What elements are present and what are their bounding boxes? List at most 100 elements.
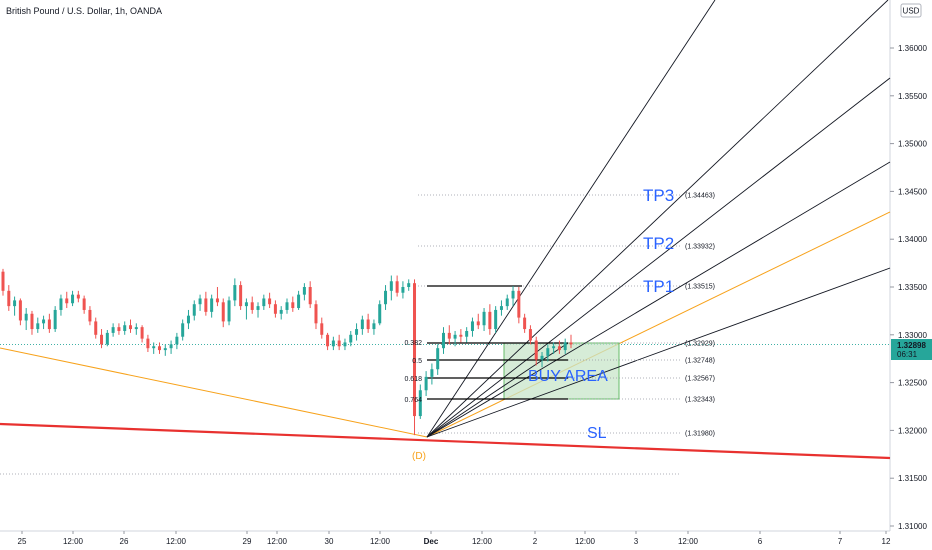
candle-body — [94, 321, 98, 335]
fan-line — [426, 0, 716, 438]
trend-line-red — [0, 422, 891, 460]
candle-body — [389, 281, 393, 291]
candle-body — [511, 290, 515, 299]
candle-body — [499, 306, 503, 310]
candle-body — [372, 323, 376, 330]
candle-body — [430, 369, 434, 377]
candle-body — [13, 300, 17, 307]
candle-body — [546, 348, 550, 356]
candle-body — [18, 300, 22, 321]
y-tick-label: 1.34000 — [898, 235, 927, 244]
candle-body — [227, 300, 231, 322]
candle-body — [71, 294, 75, 304]
candle-body — [204, 298, 208, 312]
candle-body — [244, 302, 248, 307]
candle-body — [557, 346, 561, 351]
candle-body — [192, 304, 196, 316]
x-tick-label: 12:00 — [267, 537, 288, 546]
x-tick-label: 6 — [758, 537, 763, 546]
y-tick-label: 1.32000 — [898, 426, 927, 435]
candle-body — [349, 334, 353, 343]
fib-ratio-label: 0.618 — [404, 376, 422, 383]
candle-body — [169, 344, 173, 349]
price-tag-value: 1.32898 — [897, 341, 926, 350]
candle-body — [47, 319, 51, 330]
target-price-label: (1.34463) — [685, 193, 715, 200]
y-tick-label: 1.35000 — [898, 140, 927, 149]
x-tick-label: 12:00 — [166, 537, 187, 546]
target-price-label: (1.31980) — [685, 431, 715, 438]
x-tick-label: 12 — [882, 537, 891, 546]
candle-body — [476, 321, 480, 326]
fib-ratio-label: 0.382 — [404, 340, 422, 347]
candle-body — [401, 287, 405, 293]
currency-button[interactable] — [900, 3, 922, 18]
candle-body — [210, 298, 214, 312]
candle-body — [418, 390, 422, 417]
candle-body — [157, 346, 161, 351]
candle-body — [413, 283, 417, 417]
x-tick-label: 12:00 — [370, 537, 391, 546]
y-tick-label: 1.36000 — [898, 44, 927, 53]
fib-price-label: (1.32929) — [685, 341, 715, 348]
candle-body — [523, 317, 527, 330]
candle-body — [517, 290, 521, 318]
fib-price-label: (1.32748) — [685, 358, 715, 365]
candle-body — [366, 319, 370, 330]
candle-body — [36, 323, 40, 330]
fib-price-label: (1.32567) — [685, 376, 715, 383]
candle-body — [134, 327, 138, 330]
candle-body — [53, 309, 57, 330]
candle-body — [24, 313, 28, 321]
candle-body — [314, 304, 318, 324]
currency-button-label[interactable]: USD — [903, 7, 920, 16]
x-tick-label: 29 — [243, 537, 252, 546]
y-tick-label: 1.35500 — [898, 92, 927, 101]
candle-body — [163, 348, 167, 351]
candle-body — [534, 340, 538, 360]
candle-body — [7, 290, 11, 307]
orange-line-left — [0, 347, 428, 438]
fan-line — [426, 0, 889, 438]
candle-body — [337, 340, 341, 347]
candle-body — [250, 302, 254, 310]
candle-body — [152, 346, 156, 349]
candle-body — [181, 323, 185, 337]
candle-body — [447, 332, 451, 339]
candle-body — [1, 271, 5, 291]
candle-body — [470, 321, 474, 331]
candle-body — [279, 309, 283, 314]
candle-body — [360, 319, 364, 330]
candle-body — [198, 298, 202, 305]
tp3-label: TP3 — [643, 186, 674, 205]
fib-ratio-label: 0.5 — [412, 358, 422, 365]
candle-body — [384, 290, 388, 305]
x-tick-label: 26 — [120, 537, 129, 546]
candle-body — [117, 327, 121, 331]
price-tag-box — [891, 339, 932, 360]
tp1-label: TP1 — [643, 277, 674, 296]
candle-body — [563, 342, 567, 351]
candle-body — [569, 342, 573, 345]
candle-body — [233, 285, 237, 301]
target-price-label: (1.33515) — [685, 284, 715, 291]
candle-body — [482, 311, 486, 326]
fan-line — [426, 161, 891, 438]
candle-body — [239, 285, 243, 307]
candle-body — [343, 342, 347, 347]
candle-body — [436, 348, 440, 370]
candle-body — [146, 338, 150, 349]
price-tag-countdown: 06:31 — [897, 350, 918, 359]
candle-body — [407, 283, 411, 287]
target-price-label: (1.33932) — [685, 244, 715, 251]
candle-body — [88, 309, 92, 322]
x-tick-label: 25 — [18, 537, 27, 546]
candle-body — [494, 309, 498, 330]
candle-body — [59, 298, 63, 310]
x-tick-label: 12:00 — [472, 537, 493, 546]
candle-body — [215, 298, 219, 303]
fib-price-label: (1.32343) — [685, 397, 715, 404]
y-tick-label: 1.34500 — [898, 187, 927, 196]
x-tick-label: 12:00 — [575, 537, 596, 546]
